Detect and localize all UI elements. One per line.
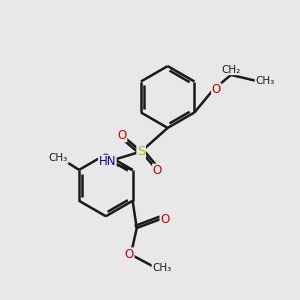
Text: O: O	[125, 248, 134, 261]
Text: CH₂: CH₂	[221, 64, 241, 75]
Text: O: O	[153, 164, 162, 177]
Text: CH₃: CH₃	[49, 153, 68, 163]
Text: O: O	[117, 129, 127, 142]
Text: HN: HN	[99, 155, 116, 168]
Text: O: O	[160, 213, 169, 226]
Text: CH₃: CH₃	[255, 76, 274, 86]
Text: O: O	[212, 83, 221, 96]
Text: S: S	[137, 145, 146, 158]
Text: CH₃: CH₃	[152, 263, 171, 273]
